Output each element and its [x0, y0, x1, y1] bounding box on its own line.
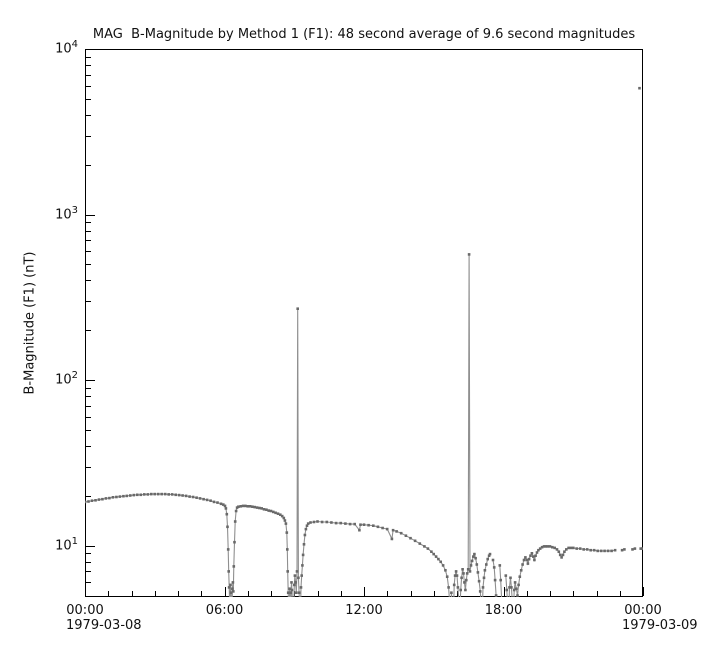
x-tick-label: 00:00 [624, 603, 662, 618]
x-tick-label: 06:00 [205, 603, 244, 618]
axis-ticks [85, 49, 644, 597]
y-tick-label: 103 [55, 204, 78, 222]
axis-border [85, 49, 643, 597]
chart-title: MAG B-Magnitude by Method 1 (F1): 48 sec… [92, 27, 636, 42]
y-tick-label: 101 [55, 535, 78, 554]
x-tick-label: 18:00 [484, 603, 523, 618]
x-tick-label: 00:00 [66, 603, 104, 618]
data-series [85, 86, 643, 597]
date-label-start: 1979-03-08 [66, 618, 142, 633]
y-tick-label: 102 [55, 370, 78, 388]
date-label-end: 1979-03-09 [622, 618, 698, 633]
x-tick-label: 12:00 [345, 603, 383, 618]
y-tick-label: 104 [55, 39, 78, 57]
